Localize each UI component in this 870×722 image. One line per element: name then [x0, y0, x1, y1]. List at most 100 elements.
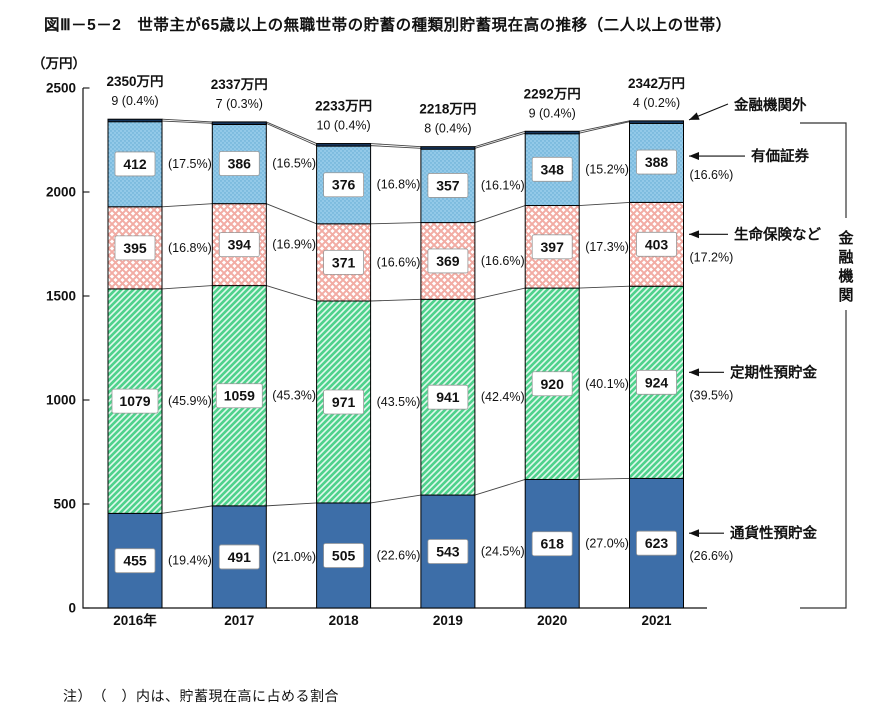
y-tick-label: 500	[53, 497, 76, 512]
value-label-box	[427, 384, 469, 410]
x-tick-label-2019: 2019	[433, 613, 463, 628]
total-label-2021: 2342万円	[628, 76, 685, 91]
outside-financial-label-2016年: 9 (0.4%)	[111, 94, 158, 108]
value-label-box	[218, 232, 260, 258]
value-label-2019-通貨性預貯金: 543	[436, 544, 460, 560]
value-label-box	[636, 231, 677, 257]
value-label-box	[218, 151, 260, 176]
value-label-2018-有価証券: 376	[332, 177, 356, 193]
value-label-2021-定期性預貯金: 924	[645, 374, 669, 390]
x-tick-label-2018: 2018	[329, 613, 360, 628]
percent-label-2019-有価証券: (16.1%)	[481, 178, 525, 192]
value-label-box	[218, 544, 260, 570]
y-tick-label: 2000	[46, 185, 76, 200]
bracket-label-char: 機	[838, 267, 853, 285]
segment-connector-line	[370, 145, 421, 149]
annotation-label-金融機関外: 金融機関外	[733, 96, 807, 114]
percent-label-2021-有価証券: (16.6%)	[690, 168, 734, 182]
percent-label-2017-定期性預貯金: (45.3%)	[272, 389, 316, 403]
annotation-label-生命保険など: 生命保険など	[734, 225, 821, 243]
value-label-box	[427, 173, 469, 198]
segment-connector-line	[266, 121, 317, 144]
annotation-arrow-金融機関外	[688, 103, 729, 121]
percent-label-2021-通貨性預貯金: (26.6%)	[690, 549, 734, 563]
value-label-box	[114, 235, 156, 261]
value-label-2016年-有価証券: 412	[123, 156, 147, 172]
percent-label-2016年-定期性預貯金: (45.9%)	[168, 394, 212, 408]
total-label-2016年: 2350万円	[106, 74, 163, 89]
segment-connector-line	[161, 118, 213, 123]
value-label-2021-有価証券: 388	[645, 154, 669, 170]
bar-2017-金融機関外	[211, 121, 267, 126]
value-label-2021-通貨性預貯金: 623	[645, 535, 669, 551]
segment-connector-line	[579, 201, 630, 206]
value-label-box	[531, 156, 573, 182]
segment-connector-line	[579, 120, 630, 132]
segment-connector-line	[474, 130, 526, 148]
outside-financial-label-2020: 9 (0.4%)	[529, 106, 576, 120]
value-label-box	[111, 388, 159, 414]
percent-label-2021-定期性預貯金: (39.5%)	[690, 388, 734, 402]
percent-label-2019-生命保険など: (16.6%)	[481, 254, 525, 268]
percent-label-2019-定期性預貯金: (42.4%)	[481, 390, 525, 404]
x-tick-label-2021: 2021	[641, 613, 672, 628]
percent-label-2016年-通貨性預貯金: (19.4%)	[168, 554, 212, 568]
y-axis-unit-label: （万円）	[32, 56, 86, 71]
total-label-2019: 2218万円	[419, 102, 476, 117]
value-label-box	[323, 172, 365, 198]
value-label-box	[531, 234, 573, 260]
bar-2021-金融機関外	[629, 120, 684, 124]
percent-label-2019-通貨性預貯金: (24.5%)	[481, 545, 525, 559]
total-label-2020: 2292万円	[524, 86, 581, 101]
segment-connector-line	[579, 121, 630, 134]
value-label-box	[114, 151, 156, 177]
value-label-2017-通貨性預貯金: 491	[228, 549, 252, 565]
value-label-box	[323, 389, 365, 415]
bar-2018-金融機関外	[316, 143, 372, 147]
percent-label-2020-生命保険など: (17.3%)	[585, 240, 629, 254]
value-label-2017-定期性預貯金: 1059	[224, 388, 255, 404]
value-label-box	[636, 369, 677, 395]
value-label-2016年-生命保険など: 395	[123, 240, 147, 256]
percent-label-2017-通貨性預貯金: (21.0%)	[272, 550, 316, 564]
segment-connector-line	[266, 122, 317, 147]
segment-connector-line	[370, 298, 421, 302]
financial-institutions-bracket	[800, 122, 847, 609]
x-tick-label-2016年: 2016年	[113, 612, 157, 628]
percent-label-2020-有価証券: (15.2%)	[585, 162, 629, 176]
segment-connector-line	[474, 205, 526, 224]
value-label-2019-定期性預貯金: 941	[436, 389, 460, 405]
percent-label-2018-有価証券: (16.8%)	[377, 178, 421, 192]
bracket-label-char: 融	[838, 248, 853, 266]
segment-connector-line	[266, 502, 317, 507]
value-label-2018-生命保険など: 371	[332, 254, 356, 270]
segment-connector-line	[474, 479, 526, 496]
total-label-2017: 2337万円	[211, 77, 268, 92]
value-label-box	[427, 539, 469, 564]
value-label-box	[114, 548, 156, 574]
y-tick-label: 1500	[46, 289, 76, 304]
segment-connector-line	[579, 285, 630, 289]
bar-2020-金融機関外	[524, 130, 580, 135]
segment-connector-line	[370, 494, 421, 504]
y-tick-label: 2500	[46, 81, 76, 96]
value-label-box	[323, 250, 365, 275]
percent-label-2020-通貨性預貯金: (27.0%)	[585, 537, 629, 551]
outside-financial-label-2018: 10 (0.4%)	[316, 119, 370, 133]
x-tick-label-2020: 2020	[537, 613, 567, 628]
value-label-2016年-通貨性預貯金: 455	[123, 553, 147, 569]
segment-connector-line	[161, 505, 213, 514]
segment-connector-line	[474, 132, 526, 149]
value-label-2019-有価証券: 357	[436, 177, 460, 193]
segment-connector-line	[161, 120, 213, 124]
segment-connector-line	[474, 287, 526, 300]
segment-connector-line	[161, 285, 213, 290]
bracket-label-char: 金	[837, 229, 854, 247]
value-label-box	[427, 248, 469, 274]
value-label-2017-有価証券: 386	[228, 156, 252, 172]
outside-financial-label-2021: 4 (0.2%)	[633, 96, 680, 110]
segment-connector-line	[370, 222, 421, 225]
segment-connector-line	[266, 285, 317, 302]
